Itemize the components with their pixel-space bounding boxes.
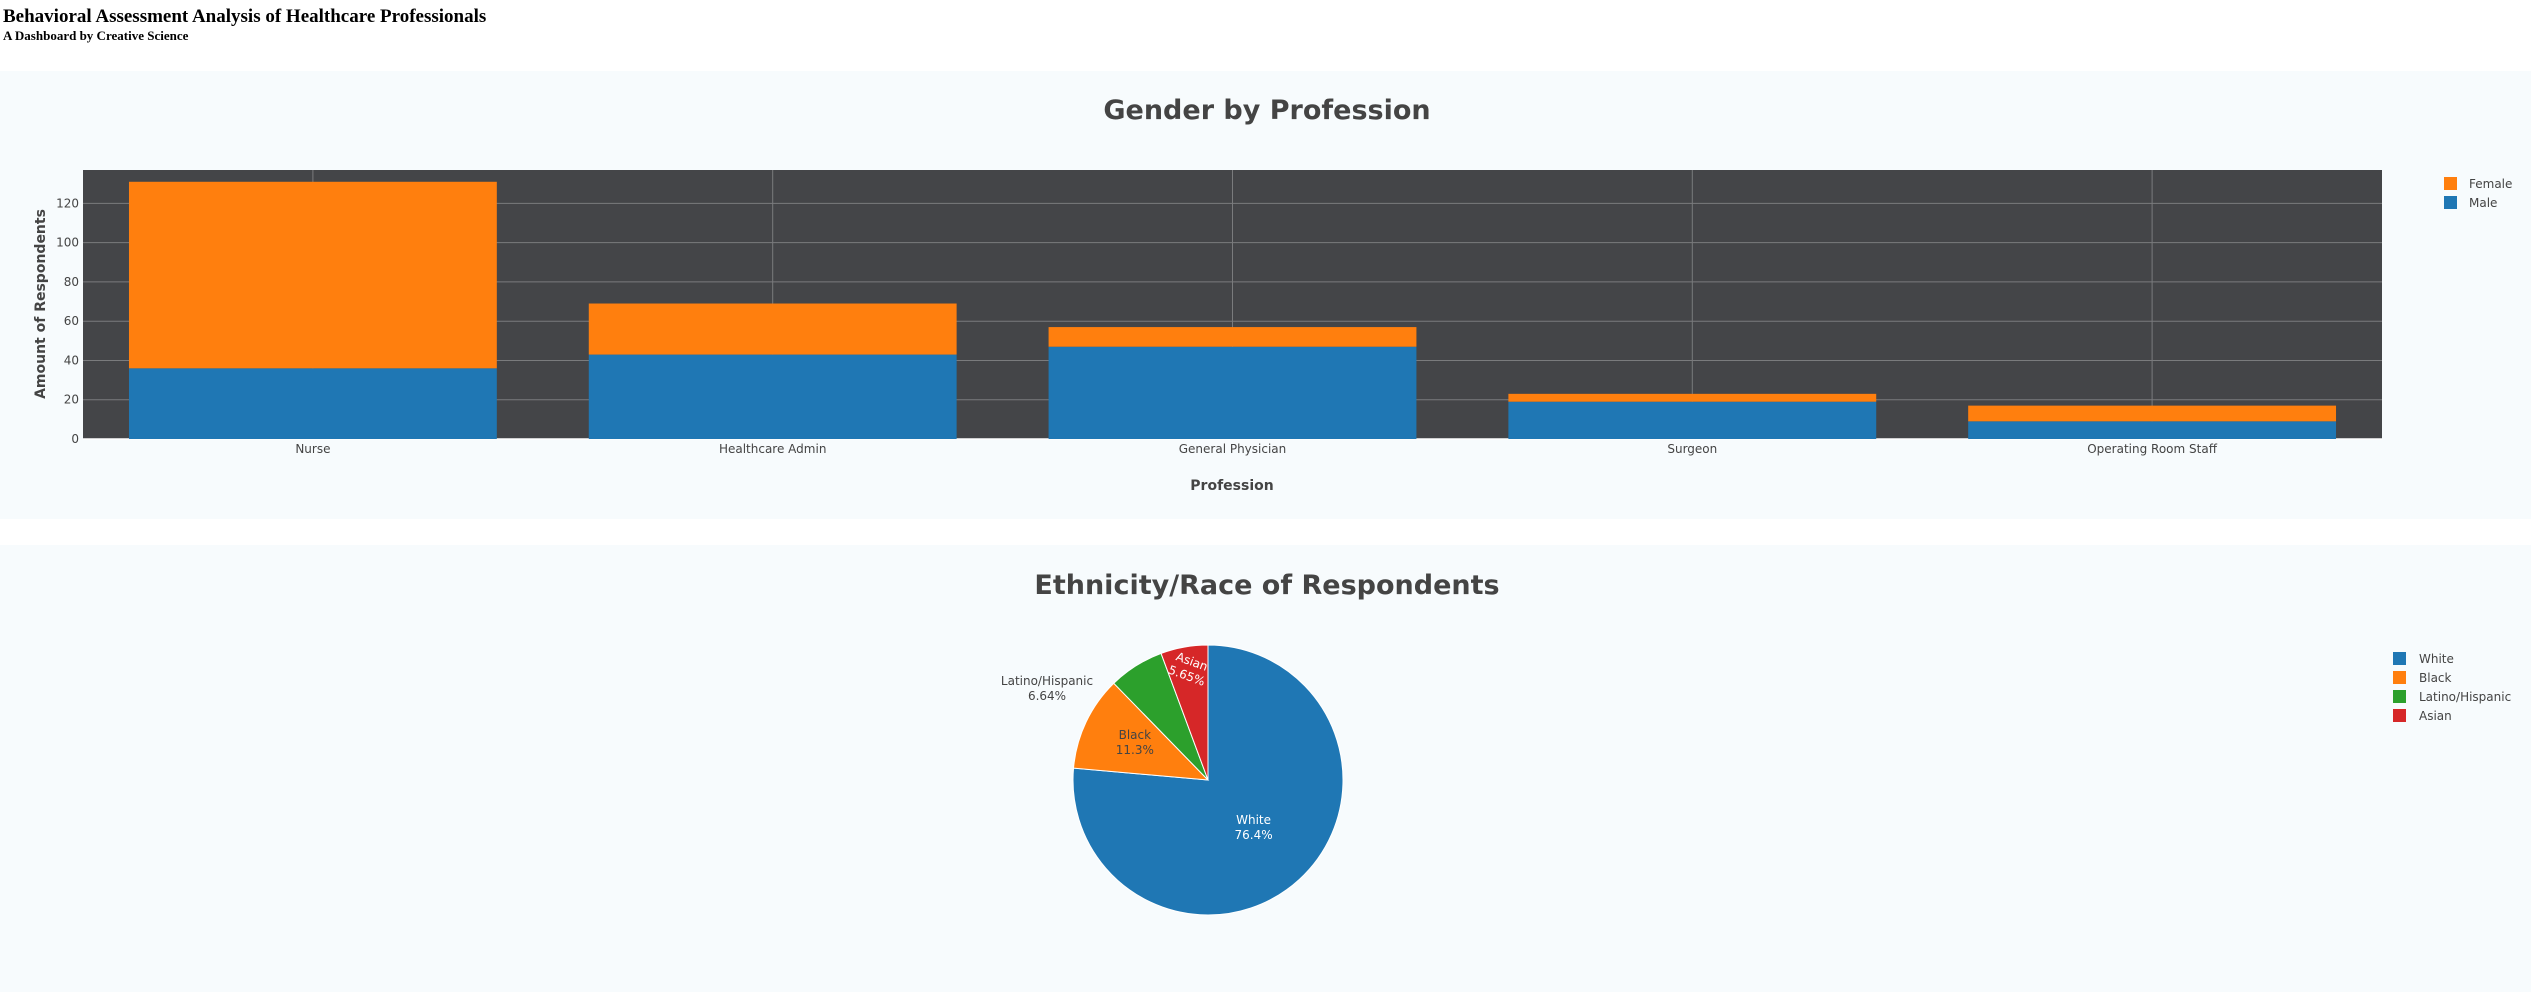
- pie-legend-swatch[interactable]: [2393, 709, 2406, 722]
- bar-female-healthcare-admin[interactable]: [588, 303, 957, 355]
- bar-legend-label[interactable]: Male: [2469, 196, 2497, 210]
- bar-y-tick-label: 100: [56, 236, 79, 250]
- page-header: Behavioral Assessment Analysis of Health…: [3, 6, 486, 44]
- bar-legend-swatch[interactable]: [2444, 196, 2457, 209]
- bar-female-operating-room-staff[interactable]: [1968, 405, 2337, 422]
- pie-legend-swatch[interactable]: [2393, 652, 2406, 665]
- bar-x-tick-label: Nurse: [295, 442, 330, 456]
- gender-by-profession-panel: Gender by Profession 0 20 40 60 80 100 120 Nur…: [0, 71, 2531, 519]
- page-subtitle: A Dashboard by Creative Science: [3, 28, 189, 43]
- bar-x-tick-labels: Nurse Healthcare Admin General Physician Su…: [295, 442, 2217, 456]
- bar-legend-label[interactable]: Female: [2469, 177, 2512, 191]
- bar-legend[interactable]: Female Male: [2444, 177, 2512, 210]
- gender-by-profession-chart: Gender by Profession 0 20 40 60 80 100 120 Nur…: [33, 95, 2512, 494]
- bar-y-tick-label: 0: [71, 432, 79, 446]
- pie-slice-asian[interactable]: [1160, 644, 1209, 781]
- bar-y-tick-labels: 0 20 40 60 80 100 120: [56, 196, 79, 446]
- bar-y-tick-label: 40: [64, 353, 79, 367]
- pie-slice-label: Black 11.3%: [1116, 728, 1154, 757]
- bar-x-tick-label: Healthcare Admin: [719, 442, 826, 456]
- bar-chart-title: Gender by Profession: [1103, 95, 1430, 126]
- bar-female-nurse[interactable]: [128, 181, 497, 369]
- bar-y-tick-label: 120: [56, 196, 79, 210]
- bar-female-surgeon[interactable]: [1508, 393, 1877, 402]
- pie-legend-swatch[interactable]: [2393, 671, 2406, 684]
- bar-x-tick-label: General Physician: [1179, 442, 1287, 456]
- pie-legend-label[interactable]: Asian: [2419, 709, 2452, 723]
- pie-slice-black[interactable]: [1072, 682, 1210, 781]
- bar-male-nurse[interactable]: [128, 368, 497, 439]
- bar-series: [128, 181, 2337, 439]
- pie-legend[interactable]: White Black Latino/Hispanic Asian: [2393, 652, 2511, 723]
- bar-y-axis-label: Amount of Respondents: [33, 209, 49, 399]
- pie-slice-label: White 76.4%: [1235, 813, 1273, 842]
- bar-female-general-physician[interactable]: [1048, 327, 1417, 347]
- bar-male-surgeon[interactable]: [1508, 401, 1877, 439]
- bar-male-operating-room-staff[interactable]: [1968, 421, 2337, 439]
- bar-x-tick-label: Operating Room Staff: [2087, 442, 2217, 456]
- bar-y-tick-label: 20: [64, 393, 79, 407]
- pie-legend-label[interactable]: White: [2419, 652, 2454, 666]
- bar-y-tick-label: 60: [64, 314, 79, 328]
- pie-slices: [1072, 644, 1344, 916]
- bar-x-tick-label: Surgeon: [1667, 442, 1717, 456]
- pie-slice-label: Latino/Hispanic 6.64%: [1001, 674, 1093, 703]
- bar-legend-swatch[interactable]: [2444, 177, 2457, 190]
- bar-x-axis-label: Profession: [1190, 478, 1273, 494]
- pie-legend-label[interactable]: Latino/Hispanic: [2419, 690, 2511, 704]
- ethnicity-race-chart: Ethnicity/Race of Respondents White 76.4%…: [1001, 570, 2511, 916]
- bar-male-general-physician[interactable]: [1048, 346, 1417, 439]
- pie-chart-title: Ethnicity/Race of Respondents: [1034, 570, 1499, 601]
- pie-legend-label[interactable]: Black: [2419, 671, 2452, 685]
- bar-y-tick-label: 80: [64, 275, 79, 289]
- bar-male-healthcare-admin[interactable]: [588, 354, 957, 439]
- page-title: Behavioral Assessment Analysis of Health…: [3, 6, 487, 27]
- pie-legend-swatch[interactable]: [2393, 690, 2406, 703]
- ethnicity-panel: Ethnicity/Race of Respondents White 76.4%…: [0, 545, 2531, 992]
